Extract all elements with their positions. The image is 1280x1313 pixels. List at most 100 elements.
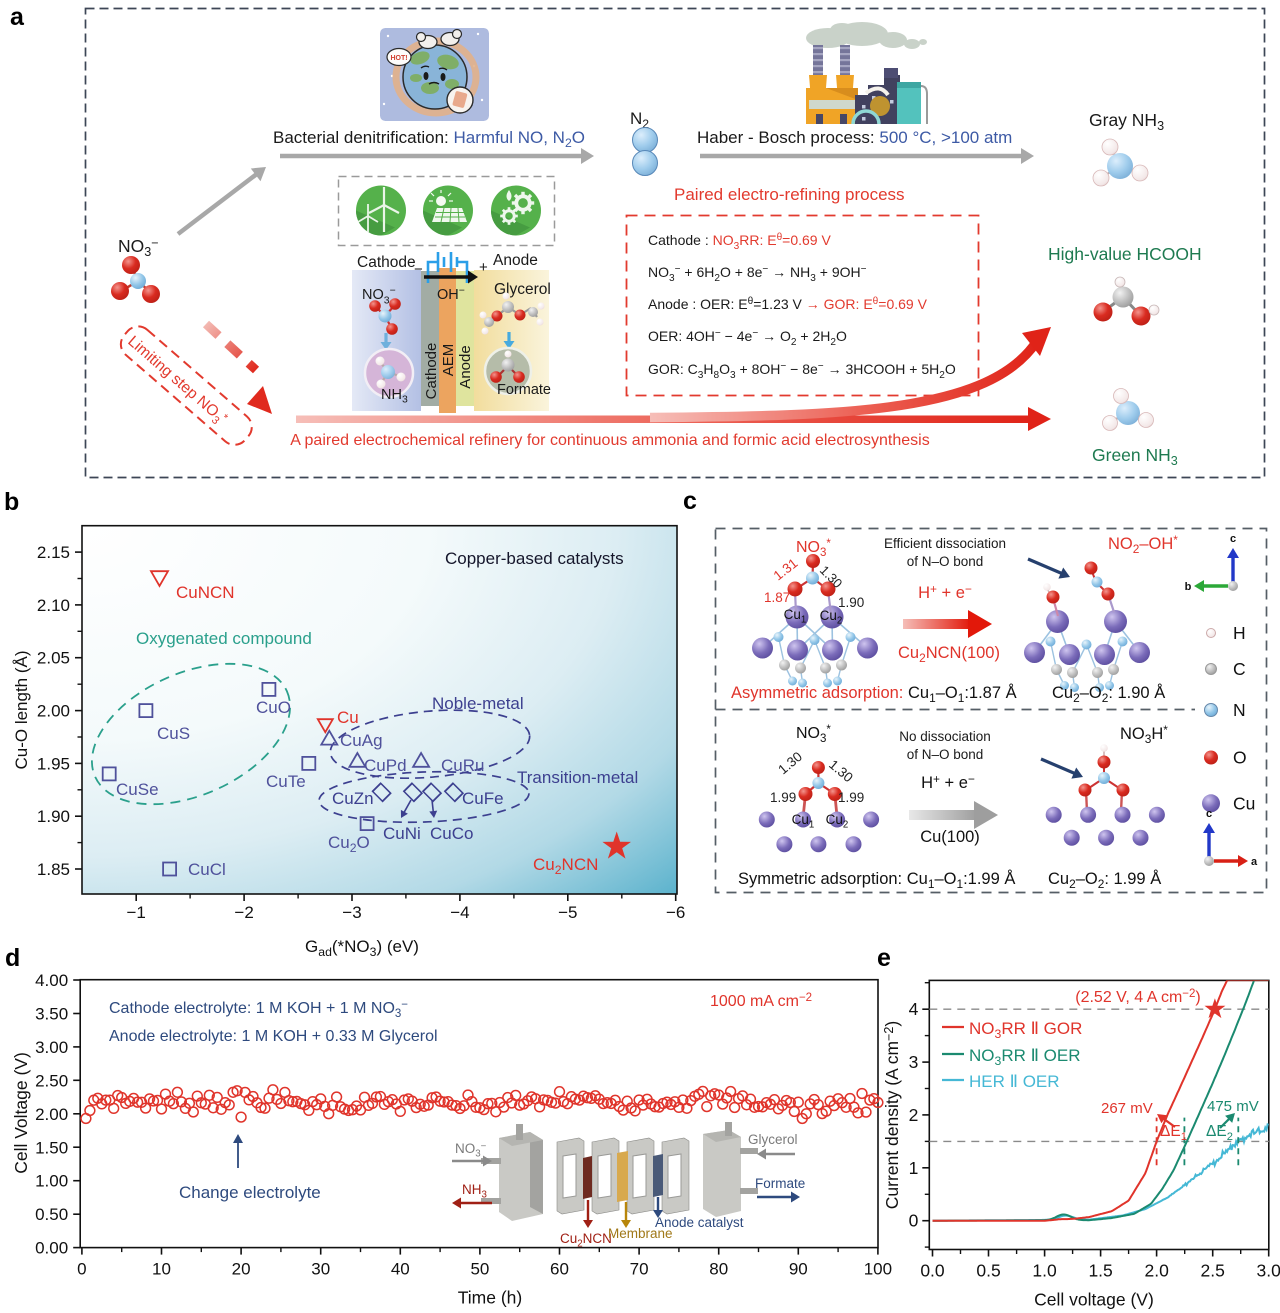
svg-text:Transition-metal: Transition-metal <box>517 768 638 787</box>
svg-text:Paired electro-refining proces: Paired electro-refining process <box>674 185 905 204</box>
svg-text:3.00: 3.00 <box>35 1038 68 1057</box>
svg-text:1.99: 1.99 <box>838 790 864 805</box>
svg-text:ΔE2​: ΔE2​ <box>1206 1123 1233 1143</box>
svg-text:NH3​: NH3​ <box>381 387 408 406</box>
svg-text:−2: −2 <box>234 903 253 922</box>
svg-text:1.50: 1.50 <box>35 1138 68 1157</box>
svg-text:−3: −3 <box>342 903 361 922</box>
svg-text:Membrane: Membrane <box>608 1226 673 1241</box>
svg-text:b: b <box>1185 581 1192 593</box>
svg-text:Cu2​: Cu2​ <box>826 812 849 831</box>
svg-text:Glycerol: Glycerol <box>494 281 551 298</box>
svg-text:HOT!: HOT! <box>390 55 407 62</box>
svg-text:Anode: Anode <box>493 252 538 269</box>
svg-text:Anode: Anode <box>457 345 474 388</box>
svg-text:+: + <box>479 259 488 276</box>
svg-text:Cell Voltage (V): Cell Voltage (V) <box>11 1052 31 1174</box>
svg-text:2.5: 2.5 <box>1201 1261 1225 1281</box>
svg-text:Cu2​–O2​: 1.99 Å: Cu2​–O2​: 1.99 Å <box>1048 869 1161 891</box>
svg-text:OER: 4OH−​ − 4e−​ → O2​ + 2H2​: OER: 4OH−​ − 4e−​ → O2​ + 2H2​O <box>648 328 847 348</box>
svg-text:3.0: 3.0 <box>1257 1261 1280 1281</box>
svg-text:CuCl: CuCl <box>188 860 226 879</box>
svg-text:C: C <box>1233 659 1246 679</box>
svg-text:2.00: 2.00 <box>35 1105 68 1124</box>
svg-text:1.30: 1.30 <box>775 749 805 777</box>
svg-text:Haber - Bosch process: 500 °C,: Haber - Bosch process: 500 °C, >100 atm <box>697 128 1012 147</box>
svg-text:Current density (A cm−2​): Current density (A cm−2​) <box>882 1021 902 1209</box>
svg-text:−6: −6 <box>666 903 685 922</box>
svg-text:0: 0 <box>77 1260 86 1279</box>
svg-text:−1: −1 <box>127 903 146 922</box>
svg-text:NO2​–OH*​: NO2​–OH*​ <box>1108 533 1178 556</box>
svg-text:CuSe: CuSe <box>116 780 159 799</box>
svg-text:Bacterial denitrification: Har: Bacterial denitrification: Harmful NO, N… <box>273 128 585 150</box>
svg-text:1.5: 1.5 <box>1088 1261 1112 1281</box>
svg-text:1.90: 1.90 <box>838 595 864 610</box>
svg-text:0: 0 <box>909 1211 919 1231</box>
svg-text:2.0: 2.0 <box>1144 1261 1169 1281</box>
svg-text:Cu(100): Cu(100) <box>920 828 980 846</box>
svg-text:CuRu: CuRu <box>441 756 484 775</box>
svg-text:0.5: 0.5 <box>976 1261 1000 1281</box>
svg-text:80: 80 <box>709 1260 728 1279</box>
svg-text:O: O <box>1233 748 1247 768</box>
svg-text:1.85: 1.85 <box>37 860 70 879</box>
svg-text:NO3​−​: NO3​−​ <box>118 236 159 259</box>
svg-text:70: 70 <box>630 1260 649 1279</box>
svg-text:NO3​*​: NO3​*​ <box>796 538 831 559</box>
svg-text:Gad​(*NO3​) (eV): Gad​(*NO3​) (eV) <box>305 937 419 959</box>
svg-text:Copper-based catalysts: Copper-based catalysts <box>445 549 624 568</box>
svg-text:Cu-O length (Å): Cu-O length (Å) <box>12 650 31 769</box>
svg-text:Change electrolyte: Change electrolyte <box>179 1183 321 1202</box>
svg-text:Limiting step NO3​*​: Limiting step NO3​*​ <box>122 333 230 431</box>
svg-text:2.00: 2.00 <box>37 702 70 721</box>
svg-text:1.31: 1.31 <box>771 555 801 583</box>
svg-text:Cu: Cu <box>337 708 359 727</box>
svg-text:Cu2​: Cu2​ <box>820 608 843 627</box>
svg-text:2.50: 2.50 <box>35 1071 68 1090</box>
svg-text:1000 mA cm−2​: 1000 mA cm−2​ <box>710 992 812 1010</box>
svg-text:H+​ + e−​: H+​ + e−​ <box>918 582 972 602</box>
svg-text:Green NH3​: Green NH3​ <box>1092 445 1178 468</box>
svg-text:CuNi: CuNi <box>383 824 421 843</box>
svg-text:CuZn: CuZn <box>332 789 374 808</box>
svg-text:Symmetric adsorption: Cu1​–O1​: Symmetric adsorption: Cu1​–O1​:1.99 Å <box>738 869 1015 891</box>
svg-text:2.05: 2.05 <box>37 649 70 668</box>
svg-text:Gray NH3​: Gray NH3​ <box>1089 110 1164 133</box>
svg-text:1.95: 1.95 <box>37 754 70 773</box>
svg-text:Cu2​–O2​: 1.90 Å: Cu2​–O2​: 1.90 Å <box>1052 683 1165 705</box>
svg-text:3: 3 <box>909 1052 919 1072</box>
svg-text:30: 30 <box>311 1260 330 1279</box>
svg-text:Glycerol: Glycerol <box>748 1132 798 1147</box>
svg-text:100: 100 <box>864 1260 892 1279</box>
svg-text:Cu1​: Cu1​ <box>792 812 815 831</box>
svg-text:50: 50 <box>470 1260 489 1279</box>
svg-text:40: 40 <box>391 1260 410 1279</box>
svg-text:H: H <box>1233 623 1246 643</box>
svg-text:10: 10 <box>152 1260 171 1279</box>
svg-text:A paired electrochemical refin: A paired electrochemical refinery for co… <box>290 432 929 449</box>
svg-text:2.10: 2.10 <box>37 596 70 615</box>
svg-text:1.99: 1.99 <box>770 790 796 805</box>
svg-text:NH3​: NH3​ <box>462 1182 487 1201</box>
svg-text:1.30: 1.30 <box>826 757 856 785</box>
svg-text:Anode catalyst: Anode catalyst <box>655 1215 744 1230</box>
svg-text:Asymmetric adsorption: Cu1​–O1: Asymmetric adsorption: Cu1​–O1​:1.87 Å <box>731 683 1017 705</box>
svg-text:Cathode : NO3​RR: Eθ​=0.69 V: Cathode : NO3​RR: Eθ​=0.69 V <box>648 232 831 252</box>
svg-text:0.0: 0.0 <box>920 1261 945 1281</box>
svg-text:CuTe: CuTe <box>266 772 306 791</box>
svg-text:of N–O bond: of N–O bond <box>907 747 984 762</box>
svg-text:1.0: 1.0 <box>1032 1261 1057 1281</box>
svg-text:60: 60 <box>550 1260 569 1279</box>
svg-text:CuAg: CuAg <box>340 731 383 750</box>
svg-text:2.15: 2.15 <box>37 543 70 562</box>
svg-text:1.00: 1.00 <box>35 1172 68 1191</box>
svg-text:CuO: CuO <box>256 698 291 717</box>
svg-text:Cathode: Cathode <box>357 254 416 271</box>
svg-text:c: c <box>1206 808 1212 820</box>
svg-text:3.50: 3.50 <box>35 1004 68 1023</box>
svg-text:Anode electrolyte: 1 M KOH + 0: Anode electrolyte: 1 M KOH + 0.33 M Glyc… <box>109 1028 438 1045</box>
svg-text:Noble-metal: Noble-metal <box>432 694 524 713</box>
svg-text:N: N <box>1233 700 1246 720</box>
svg-text:Efficient dissociation: Efficient dissociation <box>884 536 1006 551</box>
